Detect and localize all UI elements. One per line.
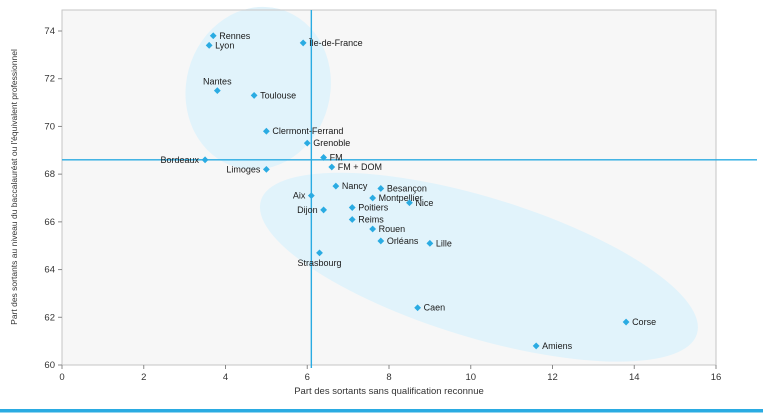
point-label: Strasbourg xyxy=(297,258,341,268)
data-point xyxy=(299,39,307,47)
point-label: Montpellier xyxy=(379,193,423,203)
data-point xyxy=(332,182,340,190)
point-label: Caen xyxy=(424,303,446,313)
y-axis-title: Part des sortants au niveau du baccalaur… xyxy=(9,49,19,325)
point-label: Clermont-Ferrand xyxy=(272,126,343,136)
y-tick-label: 62 xyxy=(44,312,55,323)
y-tick-label: 74 xyxy=(44,26,55,37)
data-point xyxy=(209,32,217,40)
data-point xyxy=(262,127,270,135)
y-tick-label: 70 xyxy=(44,121,55,132)
point-label: Rouen xyxy=(379,224,406,234)
data-point xyxy=(369,225,377,233)
point-label: FM xyxy=(330,152,343,162)
point-label: Besançon xyxy=(387,183,427,193)
point-label: Rennes xyxy=(219,31,251,41)
data-point xyxy=(377,237,385,245)
data-point xyxy=(303,139,311,147)
data-point xyxy=(622,318,630,326)
data-point xyxy=(307,192,315,200)
point-label: Dijon xyxy=(297,205,318,215)
point-label: Grenoble xyxy=(313,138,350,148)
point-label: Amiens xyxy=(542,341,573,351)
data-point xyxy=(532,342,540,350)
x-axis-title: Part des sortants sans qualification rec… xyxy=(294,386,484,397)
x-tick-label: 14 xyxy=(629,372,640,383)
data-point xyxy=(426,239,434,247)
highlight-region xyxy=(185,6,331,170)
y-tick-label: 60 xyxy=(44,360,55,371)
data-point xyxy=(250,92,258,99)
point-label: Île-de-France xyxy=(308,38,363,48)
y-tick-label: 64 xyxy=(44,265,55,276)
point-label: Bordeaux xyxy=(161,155,200,165)
data-point xyxy=(414,304,422,312)
y-tick-label: 68 xyxy=(44,169,55,180)
y-tick-label: 66 xyxy=(44,217,55,228)
x-tick-label: 12 xyxy=(547,372,558,383)
point-label: Nice xyxy=(415,198,433,208)
point-label: Orléans xyxy=(387,236,419,246)
point-label: Lille xyxy=(436,238,452,248)
y-tick-label: 72 xyxy=(44,74,55,85)
point-label: Corse xyxy=(632,317,656,327)
data-point xyxy=(201,156,209,164)
point-label: Toulouse xyxy=(260,90,296,100)
point-label: Aix xyxy=(293,191,306,201)
x-tick-label: 2 xyxy=(141,372,146,383)
data-point xyxy=(205,41,213,49)
x-tick-label: 8 xyxy=(386,372,391,383)
data-point xyxy=(348,216,356,223)
data-point xyxy=(262,165,270,173)
data-point xyxy=(328,163,336,171)
x-tick-label: 4 xyxy=(223,372,228,383)
data-point xyxy=(213,87,221,95)
highlight-region xyxy=(259,172,698,362)
data-point xyxy=(369,194,377,202)
data-point xyxy=(348,204,356,211)
data-point xyxy=(406,199,413,207)
point-label: Nantes xyxy=(203,77,232,87)
point-label: Nancy xyxy=(342,181,368,191)
point-label: Reims xyxy=(358,214,384,224)
point-label: Lyon xyxy=(215,40,234,50)
x-tick-label: 6 xyxy=(305,372,310,383)
data-point xyxy=(316,249,323,257)
data-point xyxy=(320,206,327,214)
x-tick-label: 0 xyxy=(59,372,64,383)
point-label: Limoges xyxy=(226,164,261,174)
x-tick-label: 10 xyxy=(465,372,476,383)
data-point xyxy=(320,154,327,161)
point-label: FM + DOM xyxy=(338,162,382,172)
point-label: Poitiers xyxy=(358,203,389,213)
bottom-accent-bar xyxy=(0,409,763,413)
data-point xyxy=(377,185,385,192)
x-tick-label: 16 xyxy=(711,372,722,383)
